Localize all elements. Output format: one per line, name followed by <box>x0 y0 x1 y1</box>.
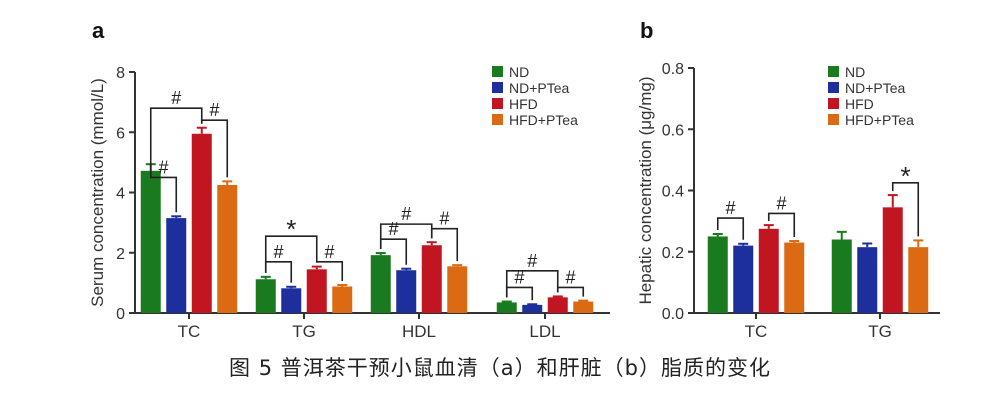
significance-hash: # <box>171 88 181 108</box>
bar-nd-ldl <box>496 302 517 313</box>
legend-swatch <box>828 66 839 77</box>
y-tick-label: 2 <box>116 246 125 263</box>
legend-swatch <box>828 114 839 125</box>
bar-hfd-ptea-tg <box>908 247 929 313</box>
significance-hash: # <box>158 157 168 177</box>
significance-bracket <box>716 217 745 240</box>
bar-hfd-ptea-tc <box>784 242 805 313</box>
significance-bracket <box>149 160 178 213</box>
legend-swatch <box>492 66 503 77</box>
bar-hfd-ptea-ldl <box>573 301 594 313</box>
x-tick-label: TC <box>745 322 768 341</box>
panel-label: a <box>92 18 105 43</box>
y-tick-label: 0.8 <box>662 61 684 78</box>
significance-hash: # <box>565 267 575 287</box>
bar-nd-ptea-tc <box>166 218 187 313</box>
bar-hfd-ldl <box>547 297 568 313</box>
significance-bracket <box>767 212 796 238</box>
bar-nd-hdl <box>370 255 391 313</box>
significance-bracket <box>430 227 459 262</box>
significance-hash: # <box>439 209 449 229</box>
significance-star: * <box>286 214 296 244</box>
significance-bracket <box>315 260 344 281</box>
y-tick-label: 0.4 <box>662 184 684 201</box>
figure-caption: 图 5 普洱茶干预小鼠血清（a）和肝脏（b）脂质的变化 <box>229 356 771 380</box>
x-tick-label: HDL <box>402 322 436 341</box>
significance-bracket <box>149 107 203 161</box>
y-axis-label: Hepatic concentration (μg/mg) <box>636 76 655 304</box>
bar-hfd-tc <box>758 228 779 313</box>
bar-hfd-tg <box>306 269 327 313</box>
significance-bracket <box>891 182 920 237</box>
significance-bracket <box>264 235 318 273</box>
figure: a Serum concentration (mmol/L) 0 2 4 6 8 TC TG HD… <box>88 18 940 341</box>
significance-hash: # <box>776 193 786 213</box>
legend-label: HFD+PTea <box>845 112 914 128</box>
bar-nd-tc <box>140 170 161 313</box>
bar-nd-ptea-hdl <box>396 270 417 313</box>
y-tick-label: 0 <box>116 306 125 323</box>
bar-hfd-tg <box>882 207 903 313</box>
legend-label: ND <box>509 64 529 80</box>
y-tick-label: 6 <box>116 125 125 142</box>
significance-bracket <box>200 119 229 178</box>
significance-bracket <box>556 286 585 297</box>
significance-star: * <box>900 161 910 191</box>
y-axis-label: Serum concentration (mmol/L) <box>88 78 107 307</box>
y-tick-label: 0.0 <box>662 306 684 323</box>
legend-swatch <box>492 114 503 125</box>
significance-hash: # <box>514 267 524 287</box>
x-tick-label: LDL <box>529 322 560 341</box>
bar-hfd-ptea-tc <box>217 184 238 313</box>
legend-swatch <box>492 98 503 109</box>
x-tick-label: TC <box>178 322 201 341</box>
bar-nd-ptea-tg <box>281 288 302 313</box>
significance-hash: # <box>401 204 411 224</box>
legend-label: ND <box>845 64 865 80</box>
legend-swatch <box>828 82 839 93</box>
legend-label: ND+PTea <box>509 80 570 96</box>
bar-hfd-hdl <box>421 245 442 313</box>
significance-hash: # <box>388 219 398 239</box>
y-tick-label: 0.2 <box>662 245 684 262</box>
legend-label: HFD <box>509 96 538 112</box>
legend-swatch <box>492 82 503 93</box>
significance-hash: # <box>324 242 334 262</box>
x-tick-label: TG <box>292 322 316 341</box>
significance-bracket <box>505 270 559 298</box>
bar-nd-tg <box>255 279 276 313</box>
bar-hfd-tc <box>191 133 212 313</box>
bar-nd-tc <box>707 236 728 313</box>
significance-hash: # <box>725 198 735 218</box>
legend-swatch <box>828 98 839 109</box>
legend-label: HFD+PTea <box>509 112 578 128</box>
bar-nd-ptea-tc <box>733 245 754 313</box>
x-tick-label: TG <box>868 322 892 341</box>
bar-hfd-ptea-tg <box>332 286 353 313</box>
y-tick-label: 0.6 <box>662 122 684 139</box>
significance-hash: # <box>209 100 219 120</box>
bar-hfd-ptea-hdl <box>447 266 468 313</box>
y-tick-label: 4 <box>116 186 125 203</box>
bar-nd-ptea-tg <box>857 247 878 313</box>
significance-hash: # <box>273 242 283 262</box>
bar-nd-ptea-ldl <box>522 304 543 313</box>
legend-label: HFD <box>845 96 874 112</box>
significance-bracket <box>505 286 534 301</box>
significance-hash: # <box>527 251 537 271</box>
bar-nd-tg <box>831 239 852 313</box>
legend-label: ND+PTea <box>845 80 906 96</box>
panel-label: b <box>640 18 653 43</box>
y-tick-label: 8 <box>116 65 125 82</box>
